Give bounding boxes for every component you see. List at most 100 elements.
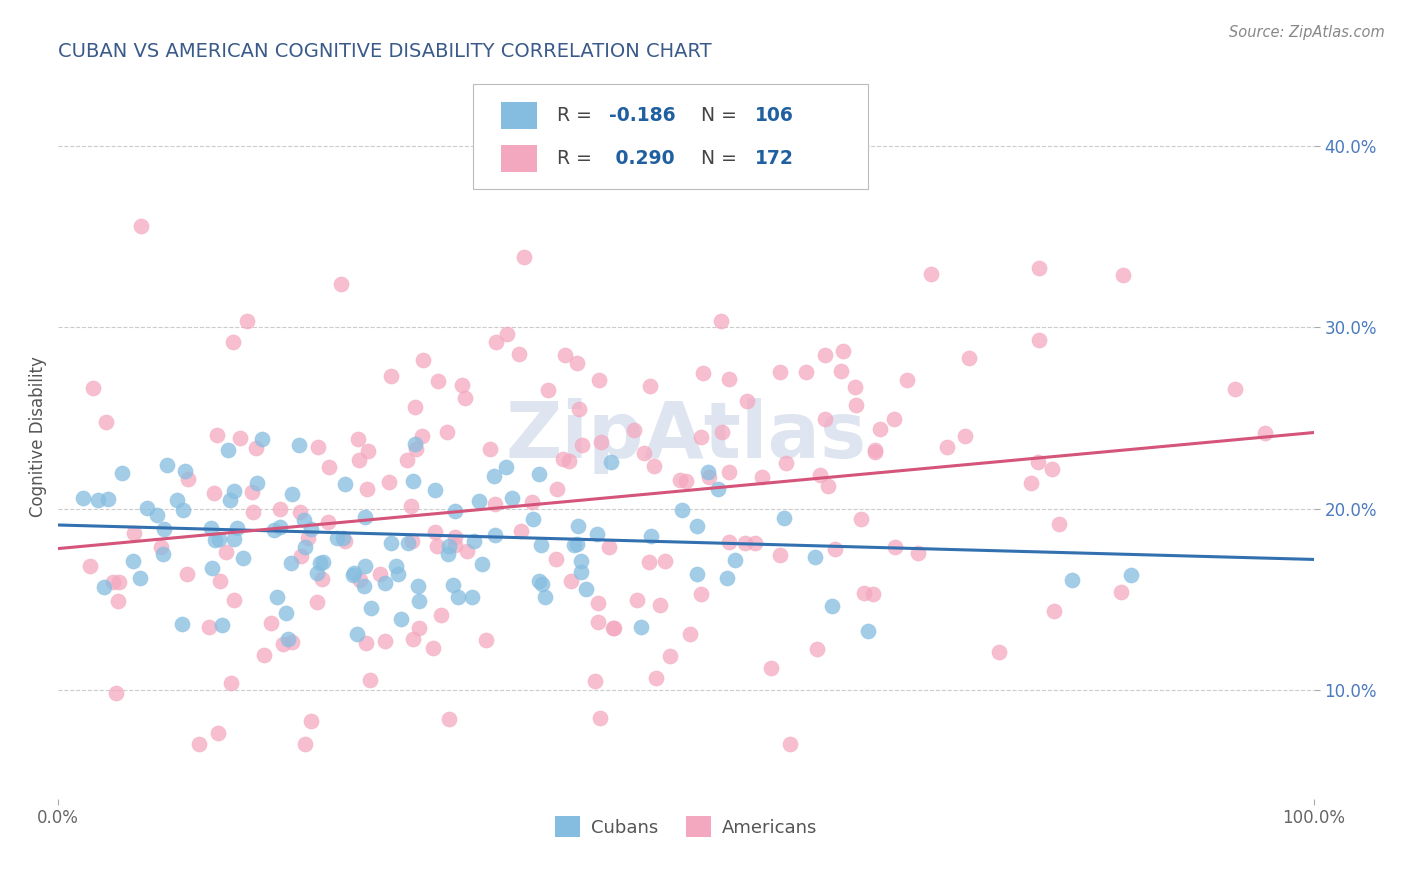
Point bbox=[690, 587, 713, 601]
Point bbox=[814, 412, 837, 426]
Point bbox=[305, 566, 328, 580]
Point bbox=[567, 518, 589, 533]
Point bbox=[640, 529, 662, 543]
Point bbox=[461, 590, 484, 604]
Point bbox=[260, 616, 283, 631]
Text: R =: R = bbox=[557, 149, 598, 168]
Point bbox=[404, 400, 426, 414]
Point bbox=[527, 467, 550, 481]
Point bbox=[222, 484, 245, 499]
Point bbox=[686, 566, 709, 581]
Point bbox=[389, 612, 412, 626]
Point bbox=[598, 540, 620, 554]
Point bbox=[166, 492, 188, 507]
Point bbox=[357, 444, 380, 458]
Point bbox=[484, 528, 506, 542]
Point bbox=[626, 593, 648, 607]
Point bbox=[79, 558, 101, 573]
Point bbox=[312, 556, 335, 570]
Point bbox=[399, 500, 422, 514]
Point bbox=[342, 568, 364, 582]
Point bbox=[347, 452, 370, 467]
Point bbox=[557, 454, 579, 468]
Point bbox=[884, 541, 907, 555]
Point bbox=[896, 373, 918, 387]
Point bbox=[176, 567, 198, 582]
Point bbox=[343, 566, 366, 580]
Point bbox=[1028, 333, 1050, 347]
Point bbox=[188, 737, 211, 751]
Point bbox=[205, 427, 228, 442]
Point bbox=[513, 251, 536, 265]
Point bbox=[510, 524, 533, 538]
Point bbox=[734, 536, 756, 550]
Text: Source: ZipAtlas.com: Source: ZipAtlas.com bbox=[1229, 25, 1385, 40]
Point bbox=[638, 379, 661, 393]
Point bbox=[953, 429, 976, 443]
Text: R =: R = bbox=[557, 106, 598, 125]
Point bbox=[565, 537, 588, 551]
Point bbox=[772, 510, 794, 524]
Point bbox=[571, 553, 593, 567]
Point bbox=[87, 492, 110, 507]
Point bbox=[571, 438, 593, 452]
Point bbox=[385, 559, 408, 574]
Point bbox=[821, 599, 844, 613]
Point bbox=[380, 368, 402, 383]
Point bbox=[468, 494, 491, 508]
Point bbox=[292, 513, 315, 527]
Point bbox=[569, 565, 592, 579]
Point bbox=[333, 476, 356, 491]
Point bbox=[565, 356, 588, 370]
Point bbox=[751, 470, 773, 484]
Point bbox=[643, 459, 665, 474]
Point bbox=[623, 423, 645, 437]
Point bbox=[402, 632, 425, 647]
Point bbox=[246, 475, 269, 490]
Point bbox=[583, 673, 606, 688]
Point bbox=[862, 586, 884, 600]
Point bbox=[718, 535, 741, 549]
Point bbox=[495, 460, 517, 475]
Text: N =: N = bbox=[702, 149, 742, 168]
Point bbox=[354, 509, 377, 524]
Point bbox=[427, 374, 450, 388]
Point bbox=[586, 526, 609, 541]
Point bbox=[274, 606, 297, 620]
Point bbox=[531, 577, 554, 591]
Point bbox=[575, 582, 598, 596]
Point bbox=[242, 505, 264, 519]
Point bbox=[451, 377, 474, 392]
Point bbox=[437, 712, 460, 726]
Point bbox=[215, 545, 238, 559]
Point bbox=[395, 453, 418, 467]
Point bbox=[501, 491, 523, 506]
Point bbox=[353, 559, 375, 574]
Point bbox=[316, 515, 339, 529]
Point bbox=[814, 348, 837, 362]
Point bbox=[863, 442, 886, 457]
Point bbox=[444, 538, 467, 552]
Point bbox=[429, 608, 451, 623]
Point bbox=[294, 540, 316, 554]
Point bbox=[849, 512, 872, 526]
Point bbox=[863, 444, 886, 458]
Point bbox=[299, 522, 322, 536]
Point bbox=[600, 455, 623, 469]
Point bbox=[935, 440, 957, 454]
Point bbox=[217, 443, 239, 458]
Point bbox=[830, 364, 852, 378]
Point bbox=[177, 472, 200, 486]
Text: -0.186: -0.186 bbox=[609, 106, 676, 125]
Point bbox=[266, 591, 288, 605]
Point bbox=[824, 541, 846, 556]
Point bbox=[122, 525, 145, 540]
Point bbox=[658, 649, 681, 664]
Point bbox=[696, 465, 718, 479]
FancyBboxPatch shape bbox=[472, 85, 868, 189]
Point bbox=[297, 531, 319, 545]
Text: ZipAtlas: ZipAtlas bbox=[506, 398, 866, 475]
Point bbox=[645, 671, 668, 685]
Point bbox=[779, 738, 801, 752]
Point bbox=[845, 398, 868, 412]
